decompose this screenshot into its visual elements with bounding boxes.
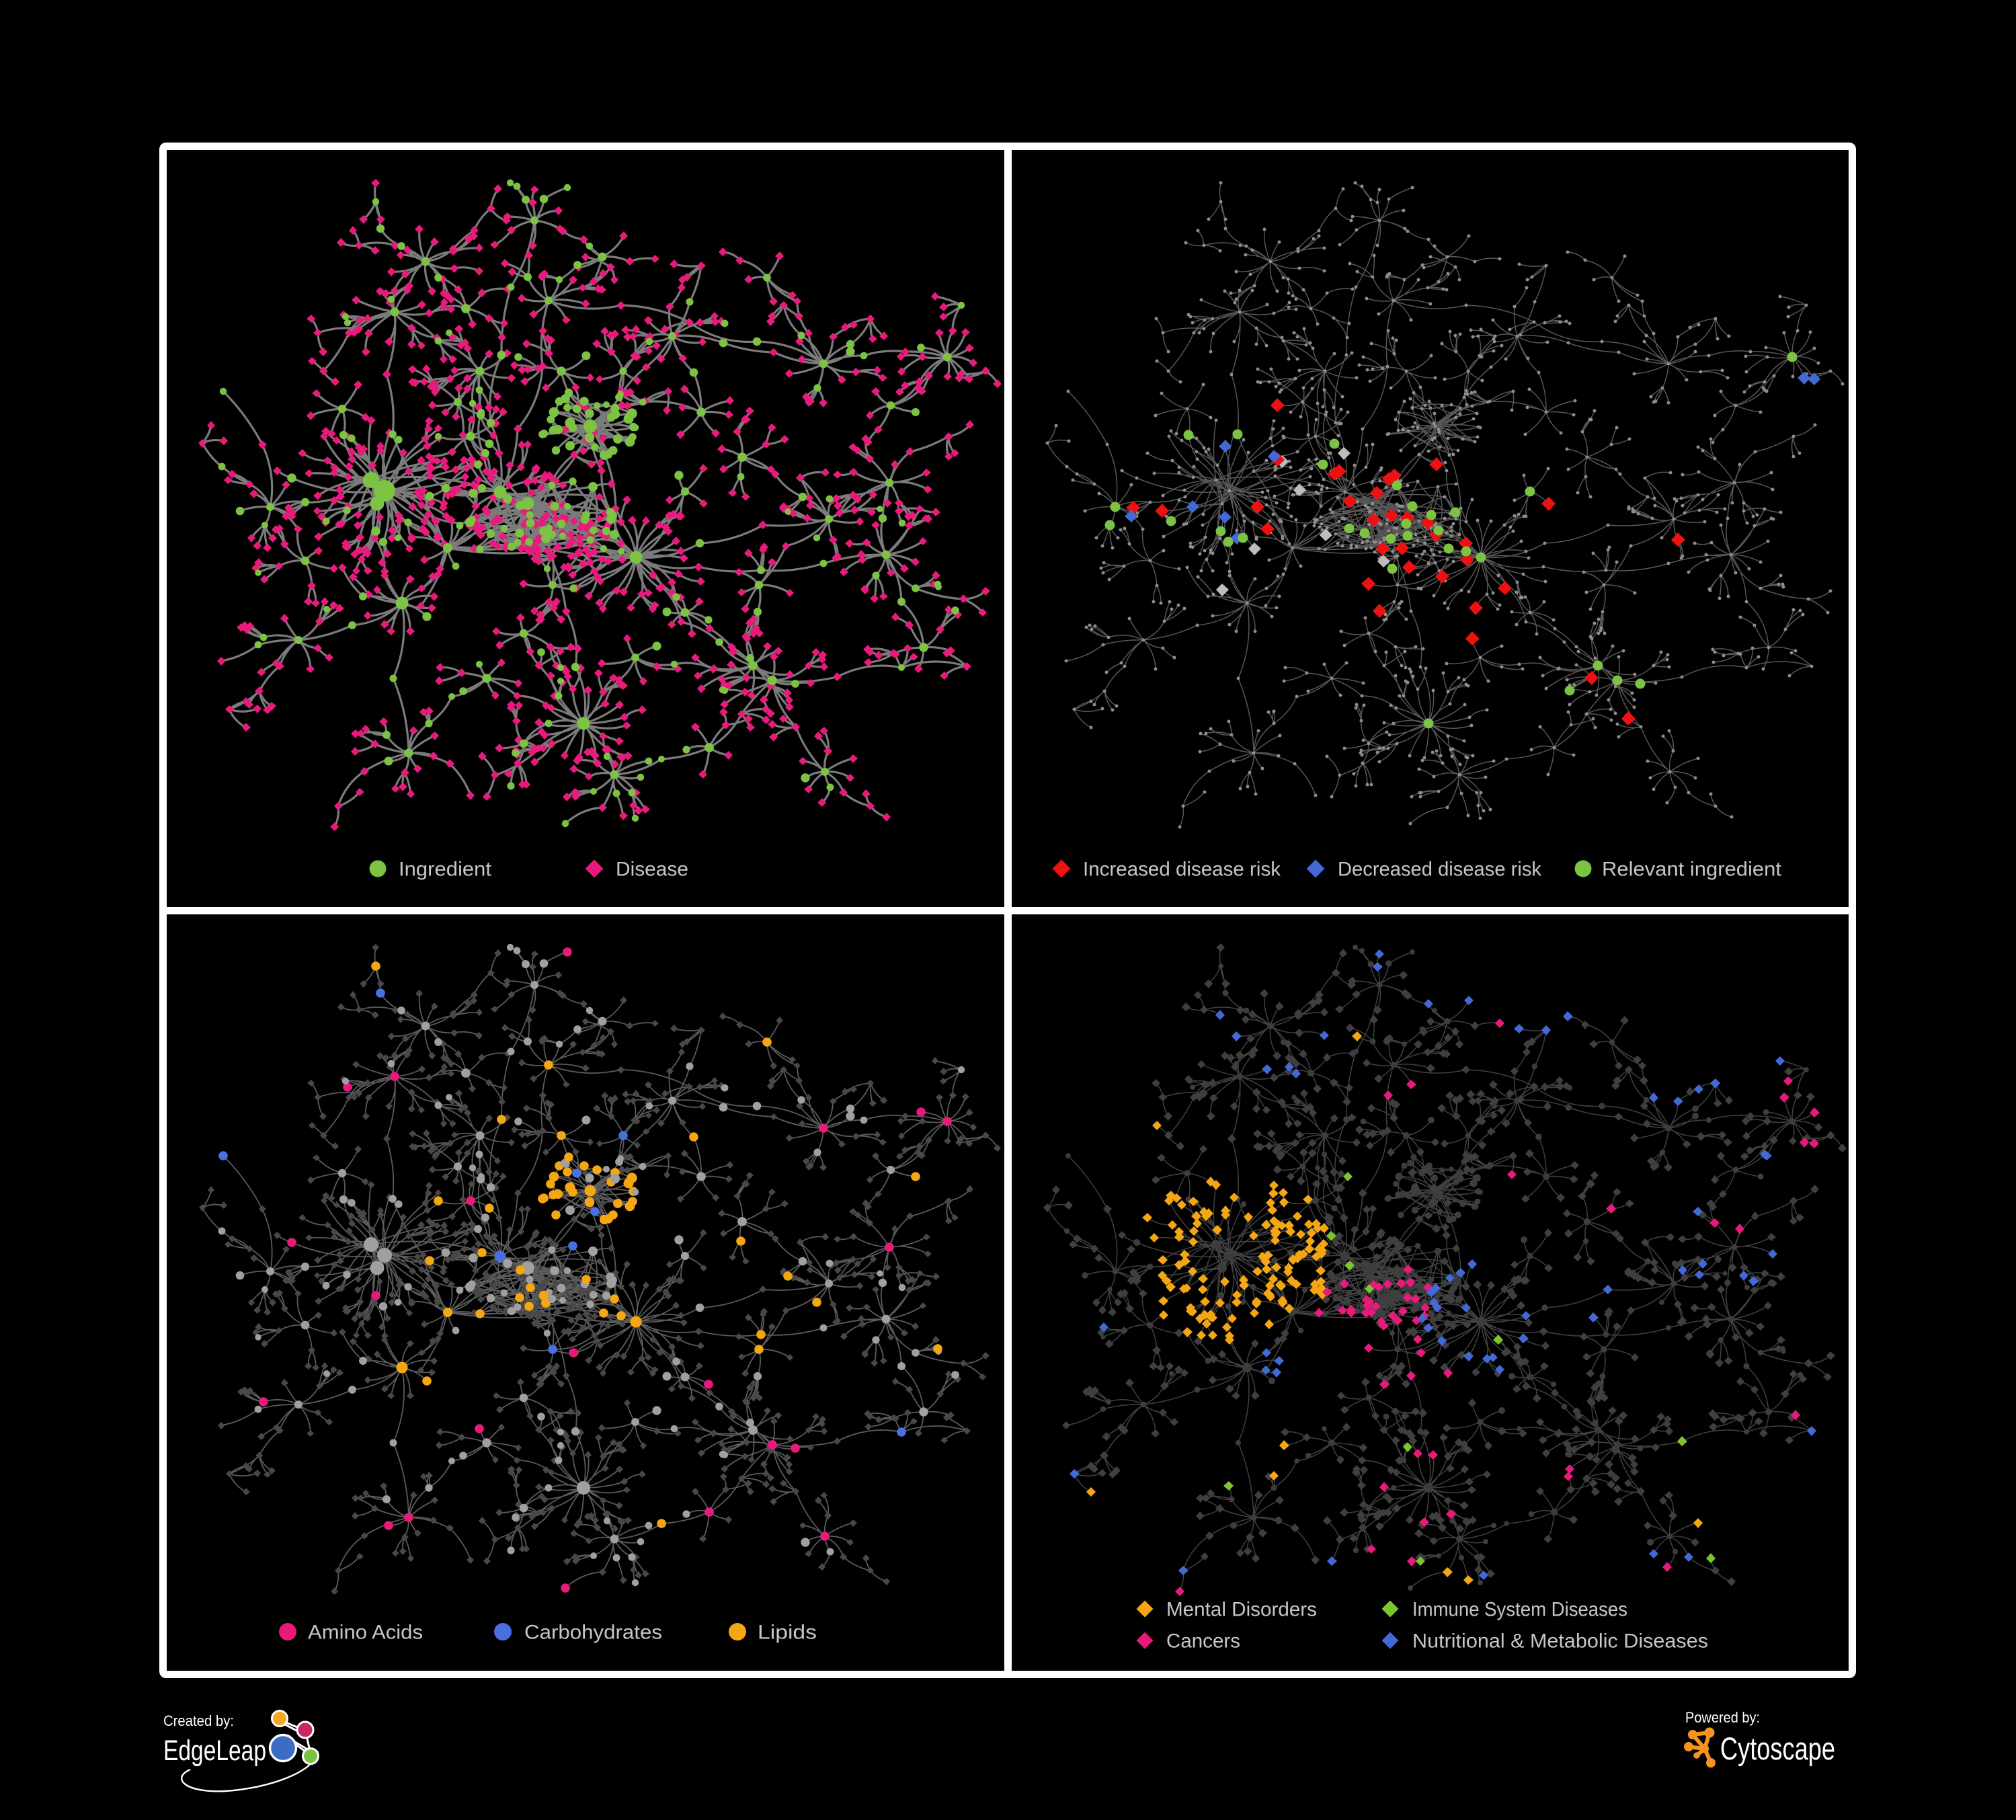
svg-text:Ingredient: Ingredient xyxy=(399,859,492,881)
svg-text:Created by:: Created by: xyxy=(163,1712,234,1729)
svg-text:Immune System Diseases: Immune System Diseases xyxy=(1412,1598,1627,1620)
svg-text:Nutritional & Metabolic Diseas: Nutritional & Metabolic Diseases xyxy=(1412,1630,1708,1652)
svg-text:Cytoscape: Cytoscape xyxy=(1720,1731,1835,1766)
svg-text:Carbohydrates: Carbohydrates xyxy=(524,1621,662,1643)
svg-text:Relevant ingredient: Relevant ingredient xyxy=(1602,859,1782,881)
svg-text:Cancers: Cancers xyxy=(1166,1630,1240,1652)
svg-text:Amino Acids: Amino Acids xyxy=(308,1621,423,1643)
svg-text:EdgeLeap: EdgeLeap xyxy=(163,1735,266,1767)
svg-text:Disease: Disease xyxy=(616,859,688,881)
svg-text:Mental Disorders: Mental Disorders xyxy=(1166,1598,1317,1620)
svg-text:Increased disease risk: Increased disease risk xyxy=(1083,859,1281,881)
svg-text:Powered by:: Powered by: xyxy=(1685,1709,1760,1726)
svg-text:Lipids: Lipids xyxy=(758,1621,817,1643)
svg-text:Decreased disease risk: Decreased disease risk xyxy=(1338,859,1542,881)
